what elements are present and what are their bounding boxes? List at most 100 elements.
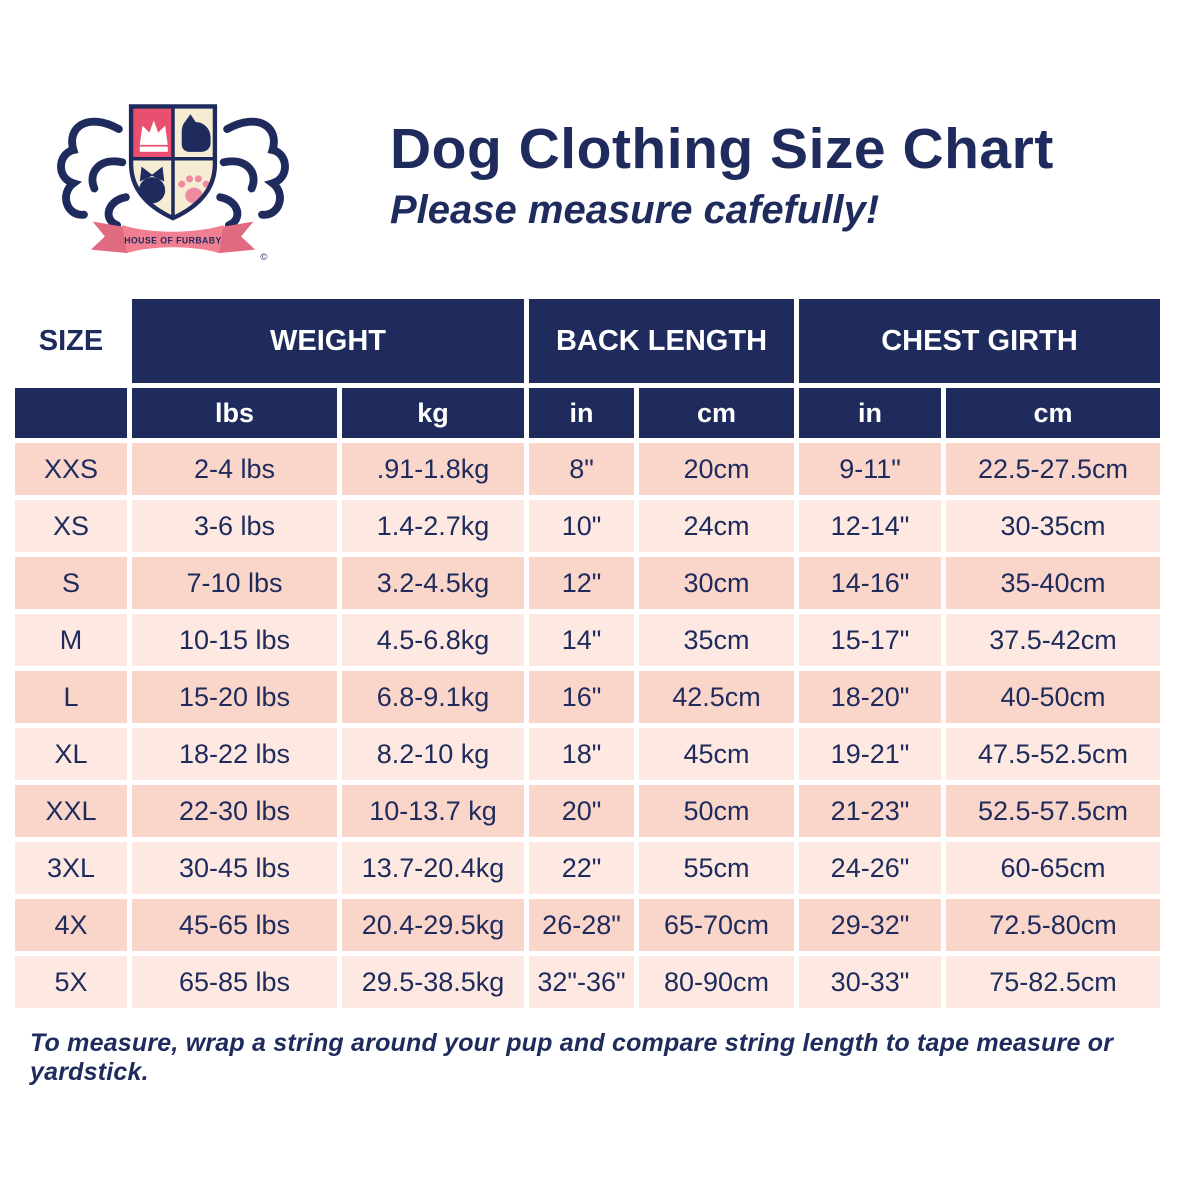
value-cell: 16" [529, 671, 634, 723]
title-block: Dog Clothing Size Chart Please measure c… [390, 117, 1054, 233]
value-cell: 12" [529, 557, 634, 609]
value-cell: 52.5-57.5cm [946, 785, 1160, 837]
value-cell: 30-35cm [946, 500, 1160, 552]
value-cell: 30-45 lbs [132, 842, 337, 894]
size-chart-page: HOUSE OF FURBABY © Dog Clothing Size Cha… [0, 0, 1200, 1086]
value-cell: 9-11" [799, 443, 941, 495]
crown-icon [139, 120, 168, 152]
value-cell: 3-6 lbs [132, 500, 337, 552]
value-cell: 6.8-9.1kg [342, 671, 524, 723]
size-chart-table: SIZE WEIGHT BACK LENGTH CHEST GIRTH lbs … [10, 294, 1165, 1013]
shield-icon [128, 104, 218, 221]
flourish-right-icon [220, 122, 285, 226]
value-cell: 35cm [639, 614, 794, 666]
value-cell: 8.2-10 kg [342, 728, 524, 780]
col-subheader-weight-kg: kg [342, 388, 524, 438]
value-cell: 45cm [639, 728, 794, 780]
size-cell: XXL [15, 785, 127, 837]
col-header-back-length: BACK LENGTH [529, 299, 794, 383]
ribbon-banner: HOUSE OF FURBABY © [90, 221, 267, 263]
value-cell: 15-17" [799, 614, 941, 666]
value-cell: 21-23" [799, 785, 941, 837]
table-row: XXS 2-4 lbs .91-1.8kg 8" 20cm 9-11" 22.5-27.5c… [15, 443, 1160, 495]
flourish-left-icon [61, 122, 126, 226]
size-cell: 5X [15, 956, 127, 1008]
value-cell: 26-28" [529, 899, 634, 951]
header-row-groups: SIZE WEIGHT BACK LENGTH CHEST GIRTH [15, 299, 1160, 383]
value-cell: 10-15 lbs [132, 614, 337, 666]
value-cell: 45-65 lbs [132, 899, 337, 951]
table-row: M 10-15 lbs 4.5-6.8kg 14" 35cm 15-17" 37.5-42c… [15, 614, 1160, 666]
page-subtitle: Please measure cafefully! [390, 187, 880, 232]
value-cell: 50cm [639, 785, 794, 837]
value-cell: 19-21" [799, 728, 941, 780]
value-cell: 20" [529, 785, 634, 837]
header: HOUSE OF FURBABY © Dog Clothing Size Cha… [0, 0, 1200, 278]
size-cell: XL [15, 728, 127, 780]
value-cell: 30cm [639, 557, 794, 609]
table-row: 5X 65-85 lbs 29.5-38.5kg 32"-36" 80-90cm 30-3… [15, 956, 1160, 1008]
value-cell: 65-85 lbs [132, 956, 337, 1008]
col-header-weight: WEIGHT [132, 299, 524, 383]
table-body: XXS 2-4 lbs .91-1.8kg 8" 20cm 9-11" 22.5-27.5c… [15, 443, 1160, 1008]
value-cell: 8" [529, 443, 634, 495]
value-cell: 18-22 lbs [132, 728, 337, 780]
value-cell: 35-40cm [946, 557, 1160, 609]
value-cell: 37.5-42cm [946, 614, 1160, 666]
value-cell: 24-26" [799, 842, 941, 894]
value-cell: 18-20" [799, 671, 941, 723]
value-cell: 47.5-52.5cm [946, 728, 1160, 780]
size-cell: XS [15, 500, 127, 552]
value-cell: 20cm [639, 443, 794, 495]
size-cell: 4X [15, 899, 127, 951]
dog-icon [181, 114, 211, 152]
table-row: XXL 22-30 lbs 10-13.7 kg 20" 50cm 21-23" 52.5-… [15, 785, 1160, 837]
value-cell: 4.5-6.8kg [342, 614, 524, 666]
value-cell: 7-10 lbs [132, 557, 337, 609]
table-row: 3XL 30-45 lbs 13.7-20.4kg 22" 55cm 24-26" 60-6… [15, 842, 1160, 894]
value-cell: 22.5-27.5cm [946, 443, 1160, 495]
col-subheader-weight-lbs: lbs [132, 388, 337, 438]
value-cell: 2-4 lbs [132, 443, 337, 495]
value-cell: 75-82.5cm [946, 956, 1160, 1008]
value-cell: 10-13.7 kg [342, 785, 524, 837]
col-subheader-chest-in: in [799, 388, 941, 438]
value-cell: 72.5-80cm [946, 899, 1160, 951]
value-cell: 24cm [639, 500, 794, 552]
table-row: 4X 45-65 lbs 20.4-29.5kg 26-28" 65-70cm 29-32… [15, 899, 1160, 951]
table-row: XL 18-22 lbs 8.2-10 kg 18" 45cm 19-21" 47.5-52… [15, 728, 1160, 780]
value-cell: 1.4-2.7kg [342, 500, 524, 552]
value-cell: 14-16" [799, 557, 941, 609]
value-cell: .91-1.8kg [342, 443, 524, 495]
value-cell: 30-33" [799, 956, 941, 1008]
size-cell: M [15, 614, 127, 666]
value-cell: 42.5cm [639, 671, 794, 723]
page-title: Dog Clothing Size Chart [390, 117, 1054, 181]
value-cell: 60-65cm [946, 842, 1160, 894]
col-subheader-size-empty [15, 388, 127, 438]
value-cell: 18" [529, 728, 634, 780]
value-cell: 29.5-38.5kg [342, 956, 524, 1008]
value-cell: 32"-36" [529, 956, 634, 1008]
col-header-size: SIZE [15, 299, 127, 383]
size-cell: S [15, 557, 127, 609]
value-cell: 3.2-4.5kg [342, 557, 524, 609]
value-cell: 65-70cm [639, 899, 794, 951]
table-row: XS 3-6 lbs 1.4-2.7kg 10" 24cm 12-14" 30-35cm [15, 500, 1160, 552]
value-cell: 80-90cm [639, 956, 794, 1008]
crest-logo: HOUSE OF FURBABY © [42, 104, 304, 263]
header-row-units: lbs kg in cm in cm [15, 388, 1160, 438]
value-cell: 14" [529, 614, 634, 666]
value-cell: 40-50cm [946, 671, 1160, 723]
value-cell: 13.7-20.4kg [342, 842, 524, 894]
value-cell: 29-32" [799, 899, 941, 951]
value-cell: 55cm [639, 842, 794, 894]
value-cell: 15-20 lbs [132, 671, 337, 723]
size-cell: 3XL [15, 842, 127, 894]
measuring-note: To measure, wrap a string around your pu… [30, 1029, 1114, 1086]
value-cell: 22" [529, 842, 634, 894]
col-header-chest-girth: CHEST GIRTH [799, 299, 1160, 383]
brand-logo: HOUSE OF FURBABY © [42, 92, 304, 278]
col-subheader-chest-cm: cm [946, 388, 1160, 438]
value-cell: 12-14" [799, 500, 941, 552]
